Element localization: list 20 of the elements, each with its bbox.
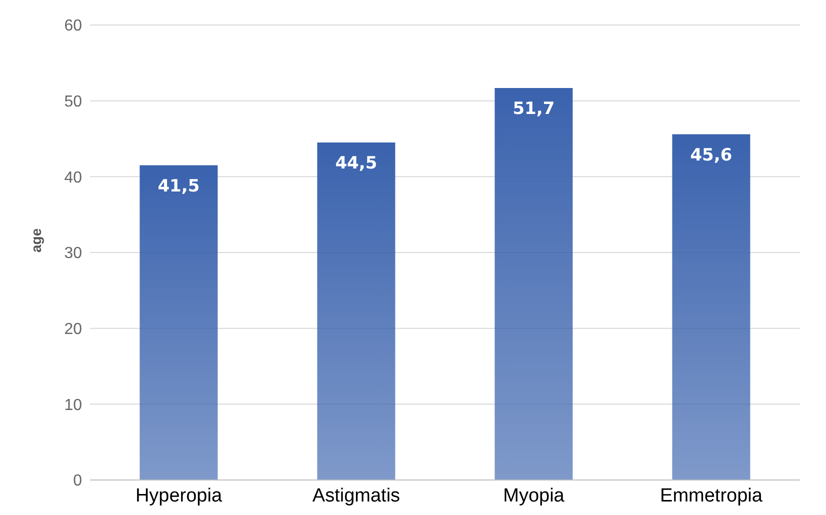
y-tick-label: 0 [73, 472, 82, 490]
x-tick-label: Astigmatis [312, 485, 400, 506]
bar [317, 142, 396, 480]
y-axis-title: age [28, 228, 44, 252]
y-tick-label: 10 [64, 396, 82, 414]
x-tick-label: Hyperopia [135, 485, 222, 506]
data-label: 44,5 [335, 154, 378, 174]
y-tick-label: 50 [64, 94, 82, 111]
y-tick-label: 20 [64, 321, 82, 338]
data-label: 41,5 [158, 176, 200, 196]
y-tick-label: 60 [64, 18, 82, 35]
bar [494, 88, 573, 480]
x-tick-label: Myopia [503, 485, 565, 506]
y-tick-label: 40 [64, 169, 82, 186]
data-label: 45,6 [690, 145, 732, 166]
bar [672, 134, 750, 480]
x-tick-label: Emmetropia [660, 485, 763, 506]
data-label: 51,7 [512, 99, 555, 120]
bar [140, 165, 218, 480]
y-tick-label: 30 [64, 245, 82, 262]
